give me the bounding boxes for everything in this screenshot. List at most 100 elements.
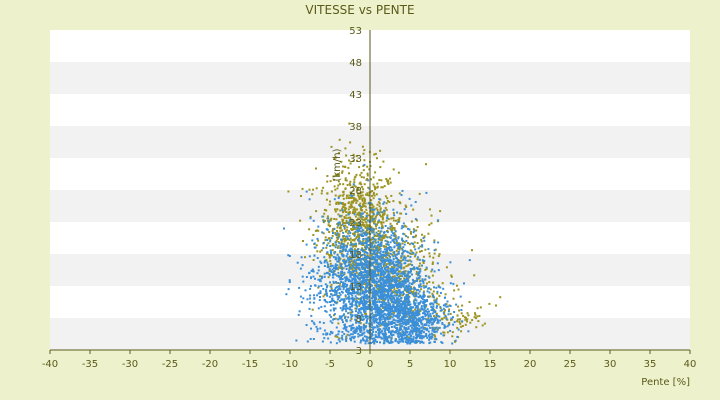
data-point	[412, 340, 415, 343]
data-point	[364, 326, 367, 329]
data-point	[324, 283, 327, 286]
data-point	[481, 324, 484, 327]
data-point	[378, 329, 381, 332]
data-point	[355, 300, 358, 303]
data-point	[342, 165, 345, 168]
data-point	[410, 337, 413, 340]
y-axis-label: (km/h)	[332, 148, 343, 181]
data-point	[402, 246, 405, 249]
data-point	[352, 210, 355, 213]
data-point	[380, 289, 383, 292]
data-point	[341, 285, 344, 288]
data-point	[339, 299, 341, 302]
data-point	[363, 218, 366, 221]
data-point	[350, 241, 352, 244]
data-point	[386, 306, 389, 309]
data-point	[332, 280, 335, 283]
data-point	[390, 294, 393, 297]
data-point	[339, 214, 342, 217]
data-point	[338, 201, 341, 204]
data-point	[428, 322, 431, 324]
data-point	[449, 312, 452, 315]
data-point	[386, 236, 389, 239]
data-point	[332, 281, 335, 284]
data-point	[428, 255, 431, 258]
data-point	[370, 284, 373, 287]
data-point	[398, 300, 401, 303]
data-point	[387, 320, 390, 323]
data-point	[389, 308, 392, 310]
data-point	[334, 263, 337, 266]
data-point	[403, 277, 405, 280]
data-point	[387, 312, 390, 314]
data-point	[371, 334, 374, 337]
data-point	[345, 179, 348, 182]
data-point	[401, 253, 404, 256]
data-point	[397, 258, 399, 261]
data-point	[305, 243, 308, 246]
data-point	[419, 332, 422, 335]
x-tick-label: -25	[162, 359, 178, 370]
data-point	[327, 242, 330, 245]
data-point	[433, 341, 436, 343]
data-point	[404, 330, 407, 333]
data-point	[433, 328, 436, 331]
data-point	[330, 190, 333, 193]
data-point	[389, 249, 391, 252]
data-point	[319, 290, 322, 293]
data-point	[444, 326, 447, 329]
data-point	[413, 330, 416, 332]
data-point	[385, 250, 387, 253]
data-point	[345, 207, 348, 210]
data-point	[431, 329, 434, 332]
data-point	[322, 333, 325, 336]
data-point	[373, 261, 376, 264]
data-point	[379, 312, 382, 315]
data-point	[320, 284, 323, 287]
data-point	[350, 265, 353, 268]
data-point	[341, 250, 344, 253]
data-point	[354, 315, 357, 318]
data-point	[359, 300, 362, 303]
data-point	[364, 217, 367, 220]
data-point	[414, 298, 417, 301]
data-point	[396, 253, 399, 256]
data-point	[405, 286, 408, 289]
data-point	[460, 325, 463, 328]
data-point	[376, 274, 379, 277]
data-point	[372, 339, 375, 342]
data-point	[411, 314, 413, 317]
data-point	[367, 237, 370, 240]
data-point	[383, 325, 386, 328]
data-point	[455, 303, 458, 306]
data-point	[439, 307, 442, 310]
data-point	[388, 273, 391, 276]
data-point	[426, 308, 429, 311]
data-point	[349, 206, 352, 209]
data-point	[417, 328, 420, 330]
data-point	[379, 234, 382, 237]
data-point	[339, 247, 342, 250]
data-point	[412, 280, 415, 283]
data-point	[373, 222, 375, 225]
data-point	[316, 257, 319, 259]
data-point	[373, 153, 376, 156]
data-point	[354, 307, 357, 310]
data-point	[328, 231, 331, 233]
data-point	[362, 164, 365, 167]
data-point	[387, 322, 390, 325]
data-point	[464, 318, 467, 321]
data-point	[377, 334, 380, 337]
data-point	[348, 295, 351, 298]
data-point	[344, 294, 347, 297]
data-point	[330, 237, 333, 240]
data-point	[427, 295, 429, 298]
data-point	[410, 334, 413, 337]
data-point	[408, 285, 411, 288]
data-point	[415, 340, 418, 342]
data-point	[365, 266, 368, 269]
data-point	[428, 291, 431, 294]
data-point	[317, 292, 320, 295]
data-point	[363, 263, 366, 265]
data-point	[360, 206, 363, 208]
